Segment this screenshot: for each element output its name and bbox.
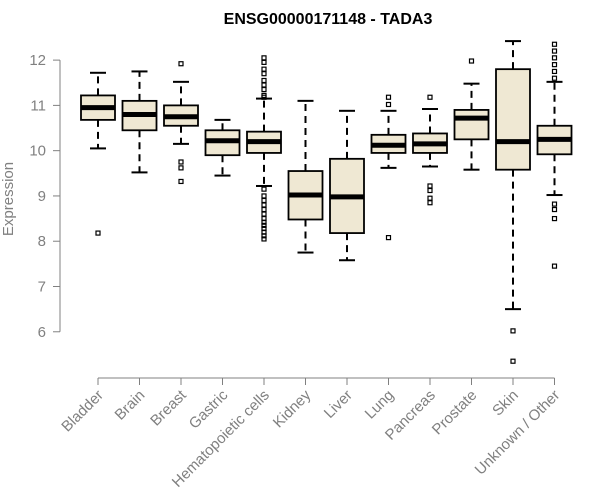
box-pancreas — [412, 94, 448, 206]
outlier-point — [95, 230, 101, 236]
outlier-point — [261, 59, 267, 65]
x-tick-label: Lung — [362, 387, 398, 423]
x-tick-label: Liver — [321, 387, 356, 422]
x-tick-label: Brain — [112, 387, 149, 424]
outlier-point — [261, 202, 267, 208]
x-tick-label: Prostate — [429, 387, 481, 439]
outlier-point — [261, 197, 267, 204]
outlier-point — [261, 71, 267, 77]
y-tick-label: 7 — [38, 279, 46, 296]
outlier-point — [427, 94, 433, 100]
outlier-point — [468, 58, 475, 64]
outlier-point — [551, 215, 558, 222]
outlier-point — [385, 94, 392, 100]
y-tick-label: 10 — [29, 143, 46, 160]
x-tick-label: Skin — [489, 387, 522, 420]
outlier-point — [178, 61, 184, 67]
box-liver — [329, 109, 365, 262]
box-hematopoietic-cells — [246, 55, 282, 242]
outlier-point — [551, 55, 558, 61]
outlier-point — [427, 187, 433, 194]
outlier-point — [178, 165, 184, 171]
outlier-point — [261, 233, 267, 239]
outlier-point — [178, 178, 184, 185]
x-tick-label: Breast — [147, 386, 190, 429]
outlier-point — [385, 235, 392, 241]
outlier-point — [261, 82, 267, 88]
box-breast — [163, 61, 199, 185]
outlier-point — [551, 68, 558, 75]
outlier-point — [427, 200, 433, 206]
outlier-point — [178, 159, 184, 165]
box-gastric — [204, 118, 241, 177]
outlier-point — [261, 55, 267, 61]
iqr-box — [453, 109, 490, 141]
box-skin — [495, 40, 531, 364]
y-tick-label: 9 — [38, 188, 46, 205]
outlier-point — [510, 358, 516, 364]
outlier-point — [510, 328, 516, 334]
box-brain — [121, 70, 158, 174]
outlier-point — [551, 62, 558, 68]
box-kidney — [287, 99, 324, 254]
outlier-point — [261, 94, 267, 100]
box-group — [80, 40, 573, 364]
box-lung — [370, 94, 407, 241]
outlier-point — [551, 206, 558, 213]
y-axis-title: Expression — [0, 162, 17, 236]
y-tick-label: 6 — [38, 324, 46, 341]
outlier-point — [261, 186, 267, 192]
outlier-point — [261, 77, 267, 84]
outlier-point — [261, 236, 267, 242]
outlier-point — [261, 211, 267, 217]
outlier-point — [427, 183, 433, 189]
outlier-point — [261, 219, 267, 225]
outlier-point — [261, 222, 267, 228]
y-tick-label: 11 — [30, 97, 46, 114]
box-bladder — [80, 71, 116, 236]
outlier-point — [551, 41, 558, 47]
outlier-point — [261, 66, 267, 72]
outlier-point — [551, 263, 558, 269]
x-tick-label: Bladder — [58, 387, 107, 436]
y-axis: 6 7 8 9 10 11 12 — [29, 52, 61, 341]
box-unknown-other — [536, 41, 573, 269]
outlier-point — [261, 193, 267, 199]
chart-title: ENSG00000171148 - TADA3 — [224, 11, 433, 28]
outlier-point — [551, 201, 558, 207]
outlier-point — [427, 195, 433, 201]
outlier-point — [385, 101, 392, 108]
outlier-point — [261, 86, 267, 93]
box-prostate — [453, 58, 490, 171]
y-tick-label: 12 — [29, 52, 46, 69]
y-tick-label: 8 — [38, 233, 46, 250]
x-tick-label: Kidney — [270, 386, 315, 431]
iqr-box — [495, 68, 531, 171]
outlier-point — [261, 206, 267, 213]
outlier-point — [551, 48, 558, 54]
outlier-point — [551, 75, 558, 81]
